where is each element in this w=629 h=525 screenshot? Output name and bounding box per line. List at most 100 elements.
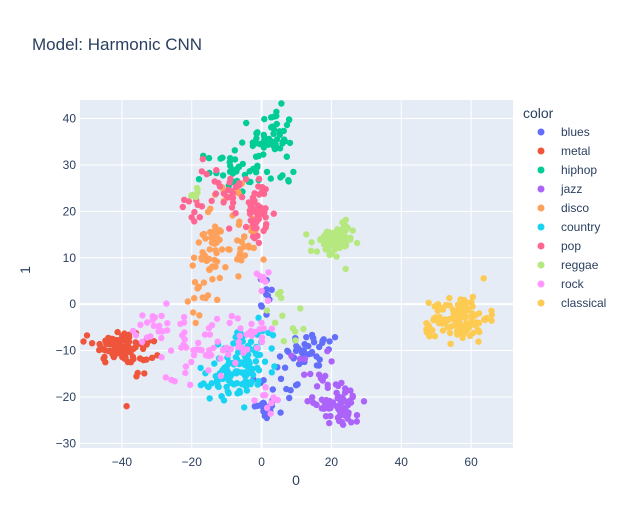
point-classical	[472, 322, 479, 329]
point-metal	[105, 334, 112, 342]
point-blues	[263, 286, 270, 293]
point-classical	[431, 333, 439, 340]
point-reggae	[326, 251, 333, 258]
point-jazz	[326, 419, 333, 427]
point-disco	[194, 285, 201, 292]
point-country	[200, 380, 207, 387]
point-classical	[466, 332, 474, 339]
point-country	[211, 360, 218, 367]
point-pop	[198, 168, 205, 175]
legend-item-blues[interactable]: blues	[537, 125, 590, 139]
y-tick-label: 20	[63, 204, 77, 218]
point-metal	[132, 344, 139, 351]
point-pop	[203, 171, 210, 178]
point-blues	[283, 385, 290, 393]
point-rock	[226, 319, 233, 327]
legend-item-rock[interactable]: rock	[537, 277, 585, 291]
legend-item-classical[interactable]: classical	[537, 296, 607, 310]
legend-item-metal[interactable]: metal	[537, 144, 591, 158]
point-disco	[238, 238, 245, 245]
point-country	[238, 381, 246, 388]
point-jazz	[347, 387, 354, 394]
point-pop	[226, 225, 233, 232]
x-tick-label: 0	[258, 455, 265, 469]
point-disco	[190, 254, 198, 261]
legend-item-disco[interactable]: disco	[537, 201, 590, 215]
point-rock	[210, 344, 217, 352]
legend-item-reggae[interactable]: reggae	[537, 258, 599, 272]
point-rock	[256, 326, 263, 333]
point-rock	[164, 327, 171, 334]
point-hiphop	[261, 115, 268, 123]
point-country	[252, 358, 260, 365]
point-rock	[214, 338, 221, 345]
point-country	[214, 382, 222, 390]
legend: color blues metal hiphop jazz disco country po…	[523, 105, 606, 310]
point-reggae	[289, 325, 297, 332]
point-jazz	[345, 409, 352, 416]
y-tick-label: 40	[63, 112, 77, 126]
tick-labels: −40 −20 0 20 40 60 −30 −20 −10 0 10 20 30 40	[56, 112, 478, 469]
point-classical	[488, 317, 495, 324]
point-hiphop	[249, 139, 256, 146]
point-reggae	[271, 319, 279, 326]
point-rock	[171, 378, 178, 385]
legend-item-hiphop[interactable]: hiphop	[537, 163, 598, 177]
point-disco	[211, 223, 219, 230]
point-pop	[208, 197, 215, 205]
legend-item-pop[interactable]: pop	[537, 239, 582, 253]
point-disco	[212, 247, 219, 254]
point-rock	[264, 297, 272, 304]
point-metal	[121, 330, 128, 337]
point-country	[268, 345, 275, 352]
legend-label: blues	[561, 125, 590, 139]
point-metal	[102, 359, 109, 366]
point-pop	[255, 175, 263, 183]
legend-label: pop	[561, 239, 581, 253]
point-hiphop	[254, 164, 261, 171]
point-blues	[305, 342, 312, 350]
point-rock	[162, 374, 169, 381]
point-disco	[218, 246, 226, 253]
point-rock	[139, 312, 146, 319]
point-blues	[260, 377, 267, 384]
point-pop	[242, 176, 250, 183]
point-pop	[242, 223, 250, 231]
point-metal	[143, 356, 150, 363]
point-pop	[262, 214, 269, 221]
point-jazz	[338, 379, 345, 387]
point-rock	[258, 319, 265, 326]
point-rock	[260, 392, 267, 399]
point-pop	[224, 194, 231, 201]
legend-marker	[537, 166, 545, 174]
y-tick-label: 0	[69, 297, 76, 311]
point-blues	[308, 331, 316, 339]
point-rock	[251, 397, 258, 404]
point-metal	[127, 359, 135, 366]
point-hiphop	[268, 123, 276, 130]
y-tick-label: 30	[63, 158, 77, 172]
point-jazz	[342, 385, 349, 392]
legend-item-country[interactable]: country	[537, 220, 601, 234]
point-pop	[179, 203, 186, 211]
point-jazz	[348, 419, 355, 426]
plot-area[interactable]	[80, 100, 513, 448]
point-hiphop	[273, 120, 280, 128]
point-disco	[236, 252, 243, 260]
point-hiphop	[195, 176, 203, 183]
point-country	[230, 340, 237, 347]
point-hiphop	[276, 128, 283, 135]
point-metal	[139, 345, 147, 352]
point-pop	[228, 188, 235, 195]
point-rock	[195, 339, 202, 347]
point-country	[221, 364, 228, 371]
point-jazz	[338, 418, 346, 426]
point-pop	[245, 199, 252, 206]
point-metal	[96, 346, 103, 354]
point-pop	[249, 194, 257, 201]
point-rock	[155, 326, 163, 334]
point-country	[232, 368, 239, 375]
point-reggae	[274, 290, 282, 298]
legend-item-jazz[interactable]: jazz	[537, 182, 583, 196]
point-jazz	[322, 413, 330, 420]
